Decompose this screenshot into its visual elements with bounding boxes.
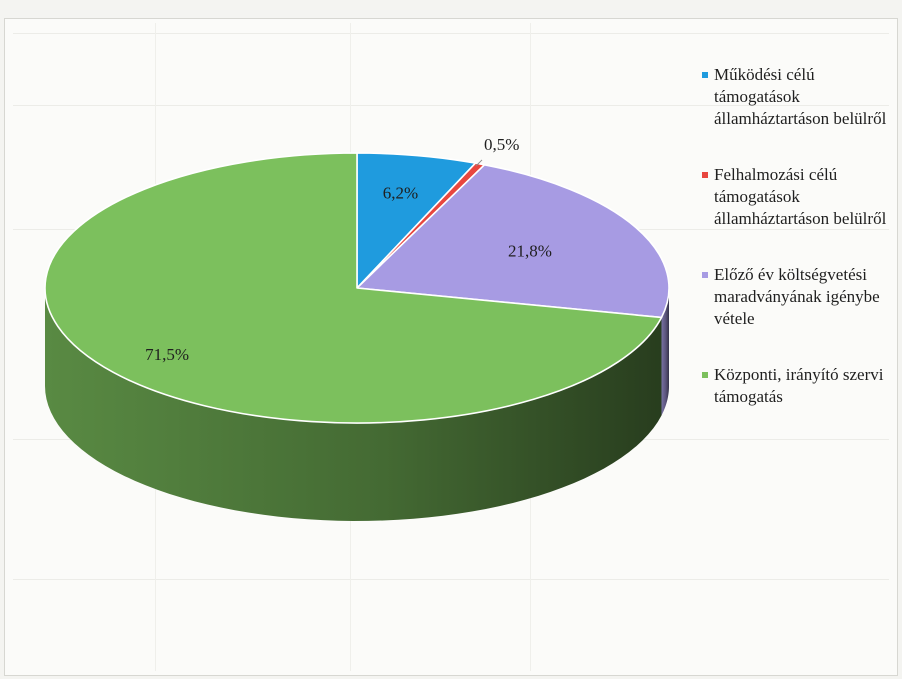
data-label: 0,5% xyxy=(484,135,519,154)
background-rule xyxy=(13,579,889,580)
leader-line xyxy=(475,159,483,167)
legend-item: Előző év költségvetési maradványának igé… xyxy=(702,264,892,330)
legend-item: Működési célú támogatások államháztartás… xyxy=(702,64,892,130)
legend-swatch xyxy=(702,172,708,178)
pie-slice xyxy=(356,152,477,289)
legend-label: Központi, irányító szervi támogatás xyxy=(714,365,884,406)
legend-swatch xyxy=(702,72,708,78)
pie-slice xyxy=(356,163,670,319)
background-rule xyxy=(13,33,889,34)
data-label: 21,8% xyxy=(508,242,552,261)
pie-slice-side xyxy=(661,288,669,416)
legend-item: Központi, irányító szervi támogatás xyxy=(702,364,892,408)
pie-slice-side xyxy=(45,288,662,521)
legend-swatch xyxy=(702,372,708,378)
legend-label: Előző év költségvetési maradványának igé… xyxy=(714,265,880,328)
data-label: 71,5% xyxy=(145,345,189,364)
legend: Működési célú támogatások államháztartás… xyxy=(702,64,892,442)
pie-slice xyxy=(44,152,663,424)
legend-swatch xyxy=(702,272,708,278)
legend-item: Felhalmozási célú támogatások államházta… xyxy=(702,164,892,230)
data-label: 6,2% xyxy=(383,184,418,203)
background-rule xyxy=(13,105,889,106)
legend-label: Működési célú támogatások államháztartás… xyxy=(714,65,887,128)
legend-label: Felhalmozási célú támogatások államházta… xyxy=(714,165,887,228)
